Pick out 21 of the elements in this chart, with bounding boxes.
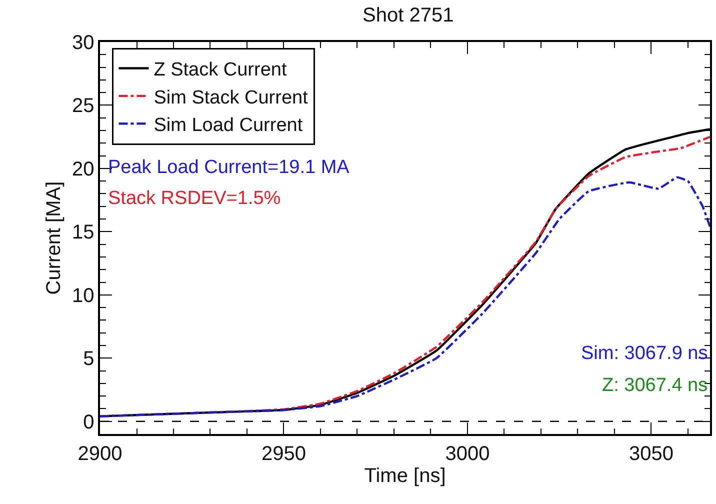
annotation: Stack RSDEV=1.5% [108, 188, 281, 209]
y-tick-label: 20 [72, 158, 94, 180]
annotation: Z: 3067.4 ns [602, 375, 708, 396]
x-tick-label: 3000 [445, 442, 490, 465]
x-tick-label: 2950 [261, 442, 306, 465]
annotation: Peak Load Current=19.1 MA [108, 157, 350, 178]
y-tick-label: 25 [72, 95, 94, 118]
y-tick-label: 0 [83, 411, 94, 434]
y-tick-label: 5 [83, 348, 94, 370]
y-tick-label: 10 [72, 284, 94, 307]
y-tick-label: 15 [72, 222, 94, 244]
chart-title: Shot 2751 [362, 4, 454, 27]
legend-label: Sim Stack Current [154, 87, 309, 108]
x-tick-label: 2900 [78, 442, 122, 465]
y-axis-title: Current [MA] [43, 181, 65, 295]
annotation: Sim: 3067.9 ns [581, 343, 708, 364]
x-tick-label: 3050 [628, 442, 674, 465]
legend-label: Sim Load Current [154, 115, 304, 136]
y-tick-label: 30 [72, 32, 94, 54]
x-axis-title: Time [ns] [364, 464, 446, 487]
legend-label: Z Stack Current [154, 60, 288, 81]
